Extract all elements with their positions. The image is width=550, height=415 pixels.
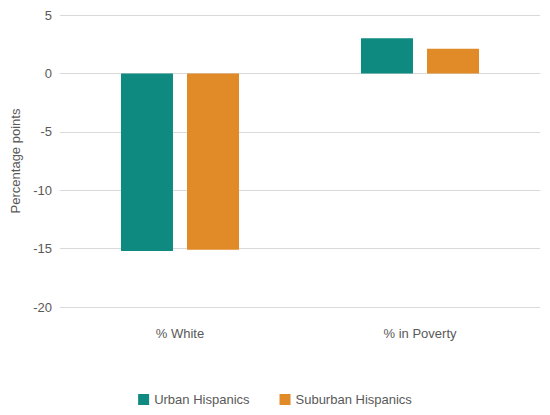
- svg-text:Percentage points: Percentage points: [8, 108, 23, 213]
- svg-text:-15: -15: [33, 241, 52, 256]
- svg-text:-5: -5: [40, 124, 52, 139]
- svg-text:% in Poverty: % in Poverty: [384, 326, 457, 341]
- svg-text:-10: -10: [33, 183, 52, 198]
- svg-text:% White: % White: [156, 326, 204, 341]
- svg-text:-20: -20: [33, 300, 52, 315]
- svg-text:Suburban Hispanics: Suburban Hispanics: [296, 392, 413, 407]
- svg-text:Urban Hispanics: Urban Hispanics: [154, 392, 250, 407]
- svg-text:5: 5: [45, 8, 52, 23]
- svg-text:0: 0: [45, 66, 52, 81]
